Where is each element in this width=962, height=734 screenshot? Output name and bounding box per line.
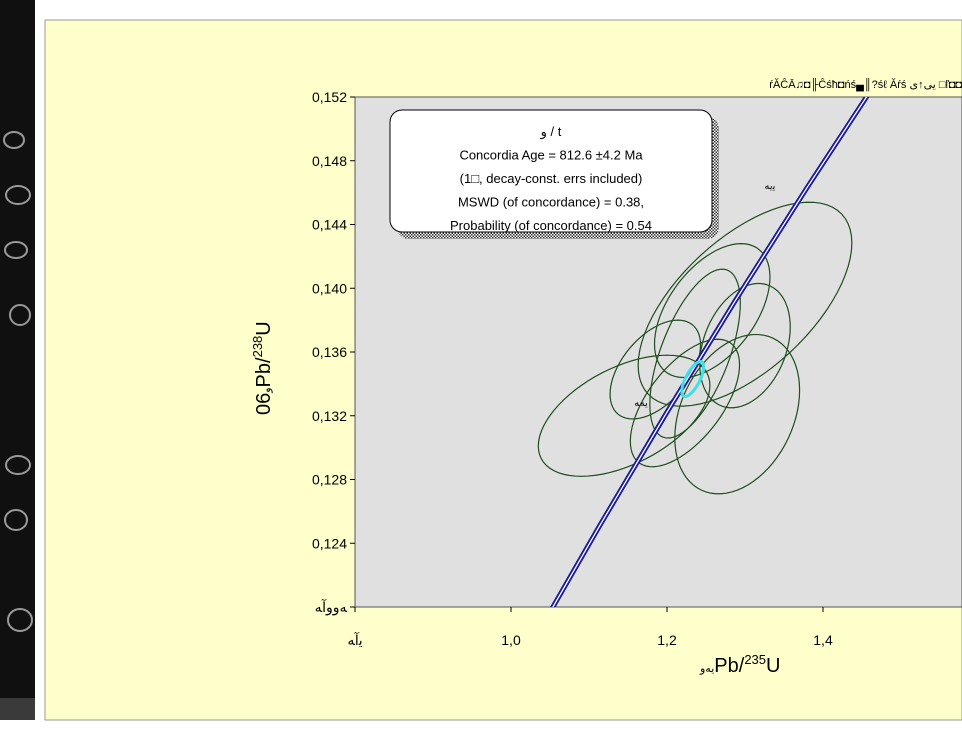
- y-tick-label: 0,144: [312, 217, 347, 233]
- x-axis-label-part: 235: [744, 652, 766, 667]
- y-tick-label: 0,128: [312, 472, 347, 488]
- y-tick-label: 0,140: [312, 280, 347, 296]
- x-axis-label-part: Pb/: [714, 655, 744, 677]
- y-tick-label: 0,136: [312, 344, 347, 360]
- y-tick-label: 0,132: [312, 408, 347, 424]
- photo-strip: [0, 0, 35, 720]
- y-axis-label-part: 06: [253, 393, 275, 415]
- x-axis-label: ﻳﻪﻭPb/235U: [699, 652, 780, 677]
- x-tick-label: 1,4: [813, 632, 833, 648]
- photo-grains: [3, 131, 33, 632]
- y-tick-label: 0,148: [312, 153, 347, 169]
- y-axis-label-part: Pb/: [253, 357, 275, 387]
- annotation-box: [389, 109, 713, 233]
- error-ellipse: [674, 333, 801, 495]
- annotation-line: Concordia Age = 812.6 ±4.2 Ma: [459, 148, 643, 163]
- x-tick-label: 1,0: [501, 632, 521, 648]
- x-axis-label-part: U: [766, 655, 780, 677]
- y-axis-label-part: U: [253, 321, 275, 335]
- x-axis-label-part: ﻳﻪﻭ: [699, 663, 714, 675]
- error-ellipse: [699, 282, 791, 409]
- annotation-line: (1□, decay-const. errs included): [460, 171, 643, 186]
- y-tick-label: 0,152: [312, 89, 347, 105]
- y-axis-label-part: ﻭ: [261, 387, 273, 393]
- concordia-age-ellipse: [680, 360, 706, 399]
- y-axis-label: ﻭ06 Pb/238U: [250, 321, 275, 415]
- age-label: ﻳﻪﻪ: [634, 398, 648, 409]
- plot-layer: [537, 97, 870, 607]
- photo-caption: [0, 698, 35, 720]
- error-ellipse: [653, 243, 771, 379]
- age-label: ﻳﻳﻪ: [765, 181, 776, 192]
- concordia-curve-core: [552, 97, 868, 607]
- error-ellipse: [649, 268, 741, 439]
- annotation-line: ﻭ / t: [540, 124, 562, 140]
- annotation-line: MSWD (of concordance) = 0.38,: [458, 195, 644, 210]
- annotation-line: Probability (of concordance) = 0.54: [450, 218, 652, 233]
- y-tick-label: ﻪﻭﻭآﻪ: [315, 598, 348, 616]
- error-ellipse: [537, 354, 711, 477]
- chart-title: ŕĂĈĀ♫◘╟Ĉśħ◘ńś▄║?śℓ Ăŕś ﻳﻰ↑ﻯ □ľ◘◘: [769, 77, 962, 92]
- x-tick-label: ﻳآﻪ: [347, 631, 362, 648]
- y-tick-label: 0,124: [312, 535, 347, 551]
- y-axis-label-part: 238: [250, 336, 265, 358]
- x-tick-label: 1,2: [657, 632, 677, 648]
